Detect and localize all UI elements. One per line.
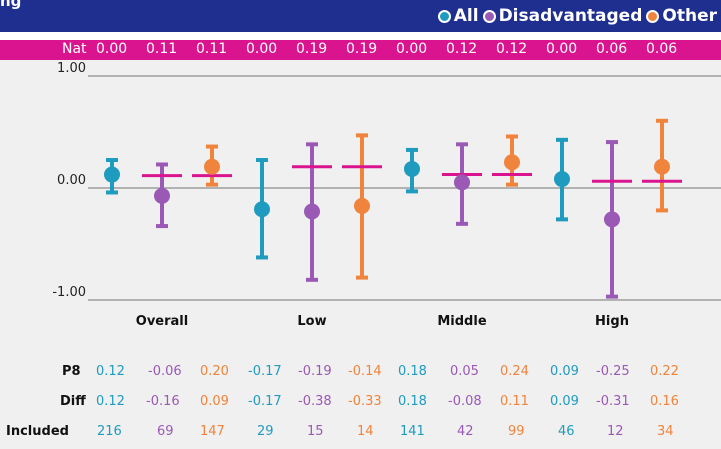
stats-cell: 0.12: [96, 394, 125, 409]
stats-cell: -0.17: [248, 394, 282, 409]
stats-cell: 0.12: [96, 364, 125, 379]
stats-cell: -0.31: [596, 394, 630, 409]
stats-cell: 12: [607, 424, 624, 439]
stats-table: P8 0.12 -0.06 0.20 -0.17 -0.19 -0.14 0.1…: [0, 360, 721, 449]
stats-cell: 0.09: [550, 394, 579, 409]
stats-cell: -0.06: [148, 364, 182, 379]
legend: All Disadvantaged Other: [437, 2, 717, 30]
stats-cell: 0.22: [650, 364, 679, 379]
legend-other-dot-icon: [646, 9, 660, 23]
stats-cell: 141: [400, 424, 425, 439]
legend-disadvantaged-label: Disadvantaged: [498, 6, 643, 26]
x-category-label: Middle: [437, 314, 486, 329]
data-point: [354, 197, 370, 214]
stats-cell: 0.09: [200, 394, 229, 409]
stats-cell: -0.08: [448, 394, 482, 409]
title-fragment: ng: [0, 0, 22, 10]
nat-value: 0.19: [346, 41, 378, 57]
y-tick-label: -1.00: [52, 285, 86, 300]
nat-label: Nat: [62, 41, 87, 57]
data-point: [154, 187, 170, 204]
legend-item-disadvantaged[interactable]: Disadvantaged: [482, 6, 643, 26]
legend-item-all[interactable]: All: [437, 6, 479, 26]
data-point: [654, 158, 670, 175]
x-category-label: High: [595, 314, 629, 329]
y-tick-label: 1.00: [57, 61, 86, 76]
nat-value: 0.00: [96, 41, 128, 57]
stats-cell: 69: [157, 424, 174, 439]
x-category-label: Overall: [136, 314, 188, 329]
legend-all-dot-icon: [437, 9, 451, 23]
legend-other-label: Other: [662, 6, 717, 26]
stats-cell: -0.33: [348, 394, 382, 409]
stats-cell: 15: [307, 424, 324, 439]
data-point: [404, 160, 420, 177]
stats-cell: -0.25: [596, 364, 630, 379]
nat-value: 0.12: [496, 41, 528, 57]
legend-item-other[interactable]: Other: [646, 6, 717, 26]
stats-cell: 0.09: [550, 364, 579, 379]
legend-disadvantaged-dot-icon: [482, 9, 496, 23]
stats-cell: 29: [257, 424, 274, 439]
header-bar: ng All Disadvantaged Other: [0, 0, 721, 32]
nat-value: 0.19: [296, 41, 328, 57]
legend-all-label: All: [453, 6, 479, 26]
stats-row-label-included: Included: [6, 424, 69, 439]
stats-row-label-p8: P8: [62, 364, 81, 379]
data-point: [504, 154, 520, 171]
stats-cell: 0.18: [398, 394, 427, 409]
stats-cell: 0.05: [450, 364, 479, 379]
data-point: [454, 174, 470, 191]
stats-cell: -0.38: [298, 394, 332, 409]
y-tick-label: 0.00: [57, 173, 86, 188]
stats-row-label-diff: Diff: [60, 394, 86, 409]
nat-value: 0.06: [646, 41, 678, 57]
nat-value: 0.00: [246, 41, 278, 57]
nat-value: 0.12: [446, 41, 478, 57]
stats-cell: -0.16: [146, 394, 180, 409]
x-category-label: Low: [297, 314, 326, 329]
stats-cell: 0.16: [650, 394, 679, 409]
nat-value: 0.00: [546, 41, 578, 57]
stats-cell: 34: [657, 424, 674, 439]
stats-cell: 14: [357, 424, 374, 439]
stats-cell: 0.20: [200, 364, 229, 379]
data-point: [554, 171, 570, 188]
stats-cell: 99: [508, 424, 525, 439]
stats-cell: -0.17: [248, 364, 282, 379]
stats-cell: -0.14: [348, 364, 382, 379]
national-average-bar: Nat 0.00 0.11 0.11 0.00 0.19 0.19 0.00 0…: [0, 40, 721, 60]
stats-cell: 0.18: [398, 364, 427, 379]
stats-cell: 216: [97, 424, 122, 439]
stats-cell: 147: [200, 424, 225, 439]
stats-cell: 46: [558, 424, 575, 439]
data-point: [204, 158, 220, 175]
data-point: [104, 166, 120, 183]
nat-value: 0.11: [196, 41, 228, 57]
nat-value: 0.00: [396, 41, 428, 57]
stats-cell: 0.11: [500, 394, 529, 409]
stats-cell: 42: [457, 424, 474, 439]
nat-value: 0.11: [146, 41, 178, 57]
nat-value: 0.06: [596, 41, 628, 57]
stats-cell: -0.19: [298, 364, 332, 379]
error-bar-chart: 1.00 0.00 -1.00 Overall Low Middle High: [52, 61, 721, 329]
data-point: [304, 203, 320, 220]
data-point: [604, 211, 620, 228]
stats-cell: 0.24: [500, 364, 529, 379]
data-point: [254, 201, 270, 218]
